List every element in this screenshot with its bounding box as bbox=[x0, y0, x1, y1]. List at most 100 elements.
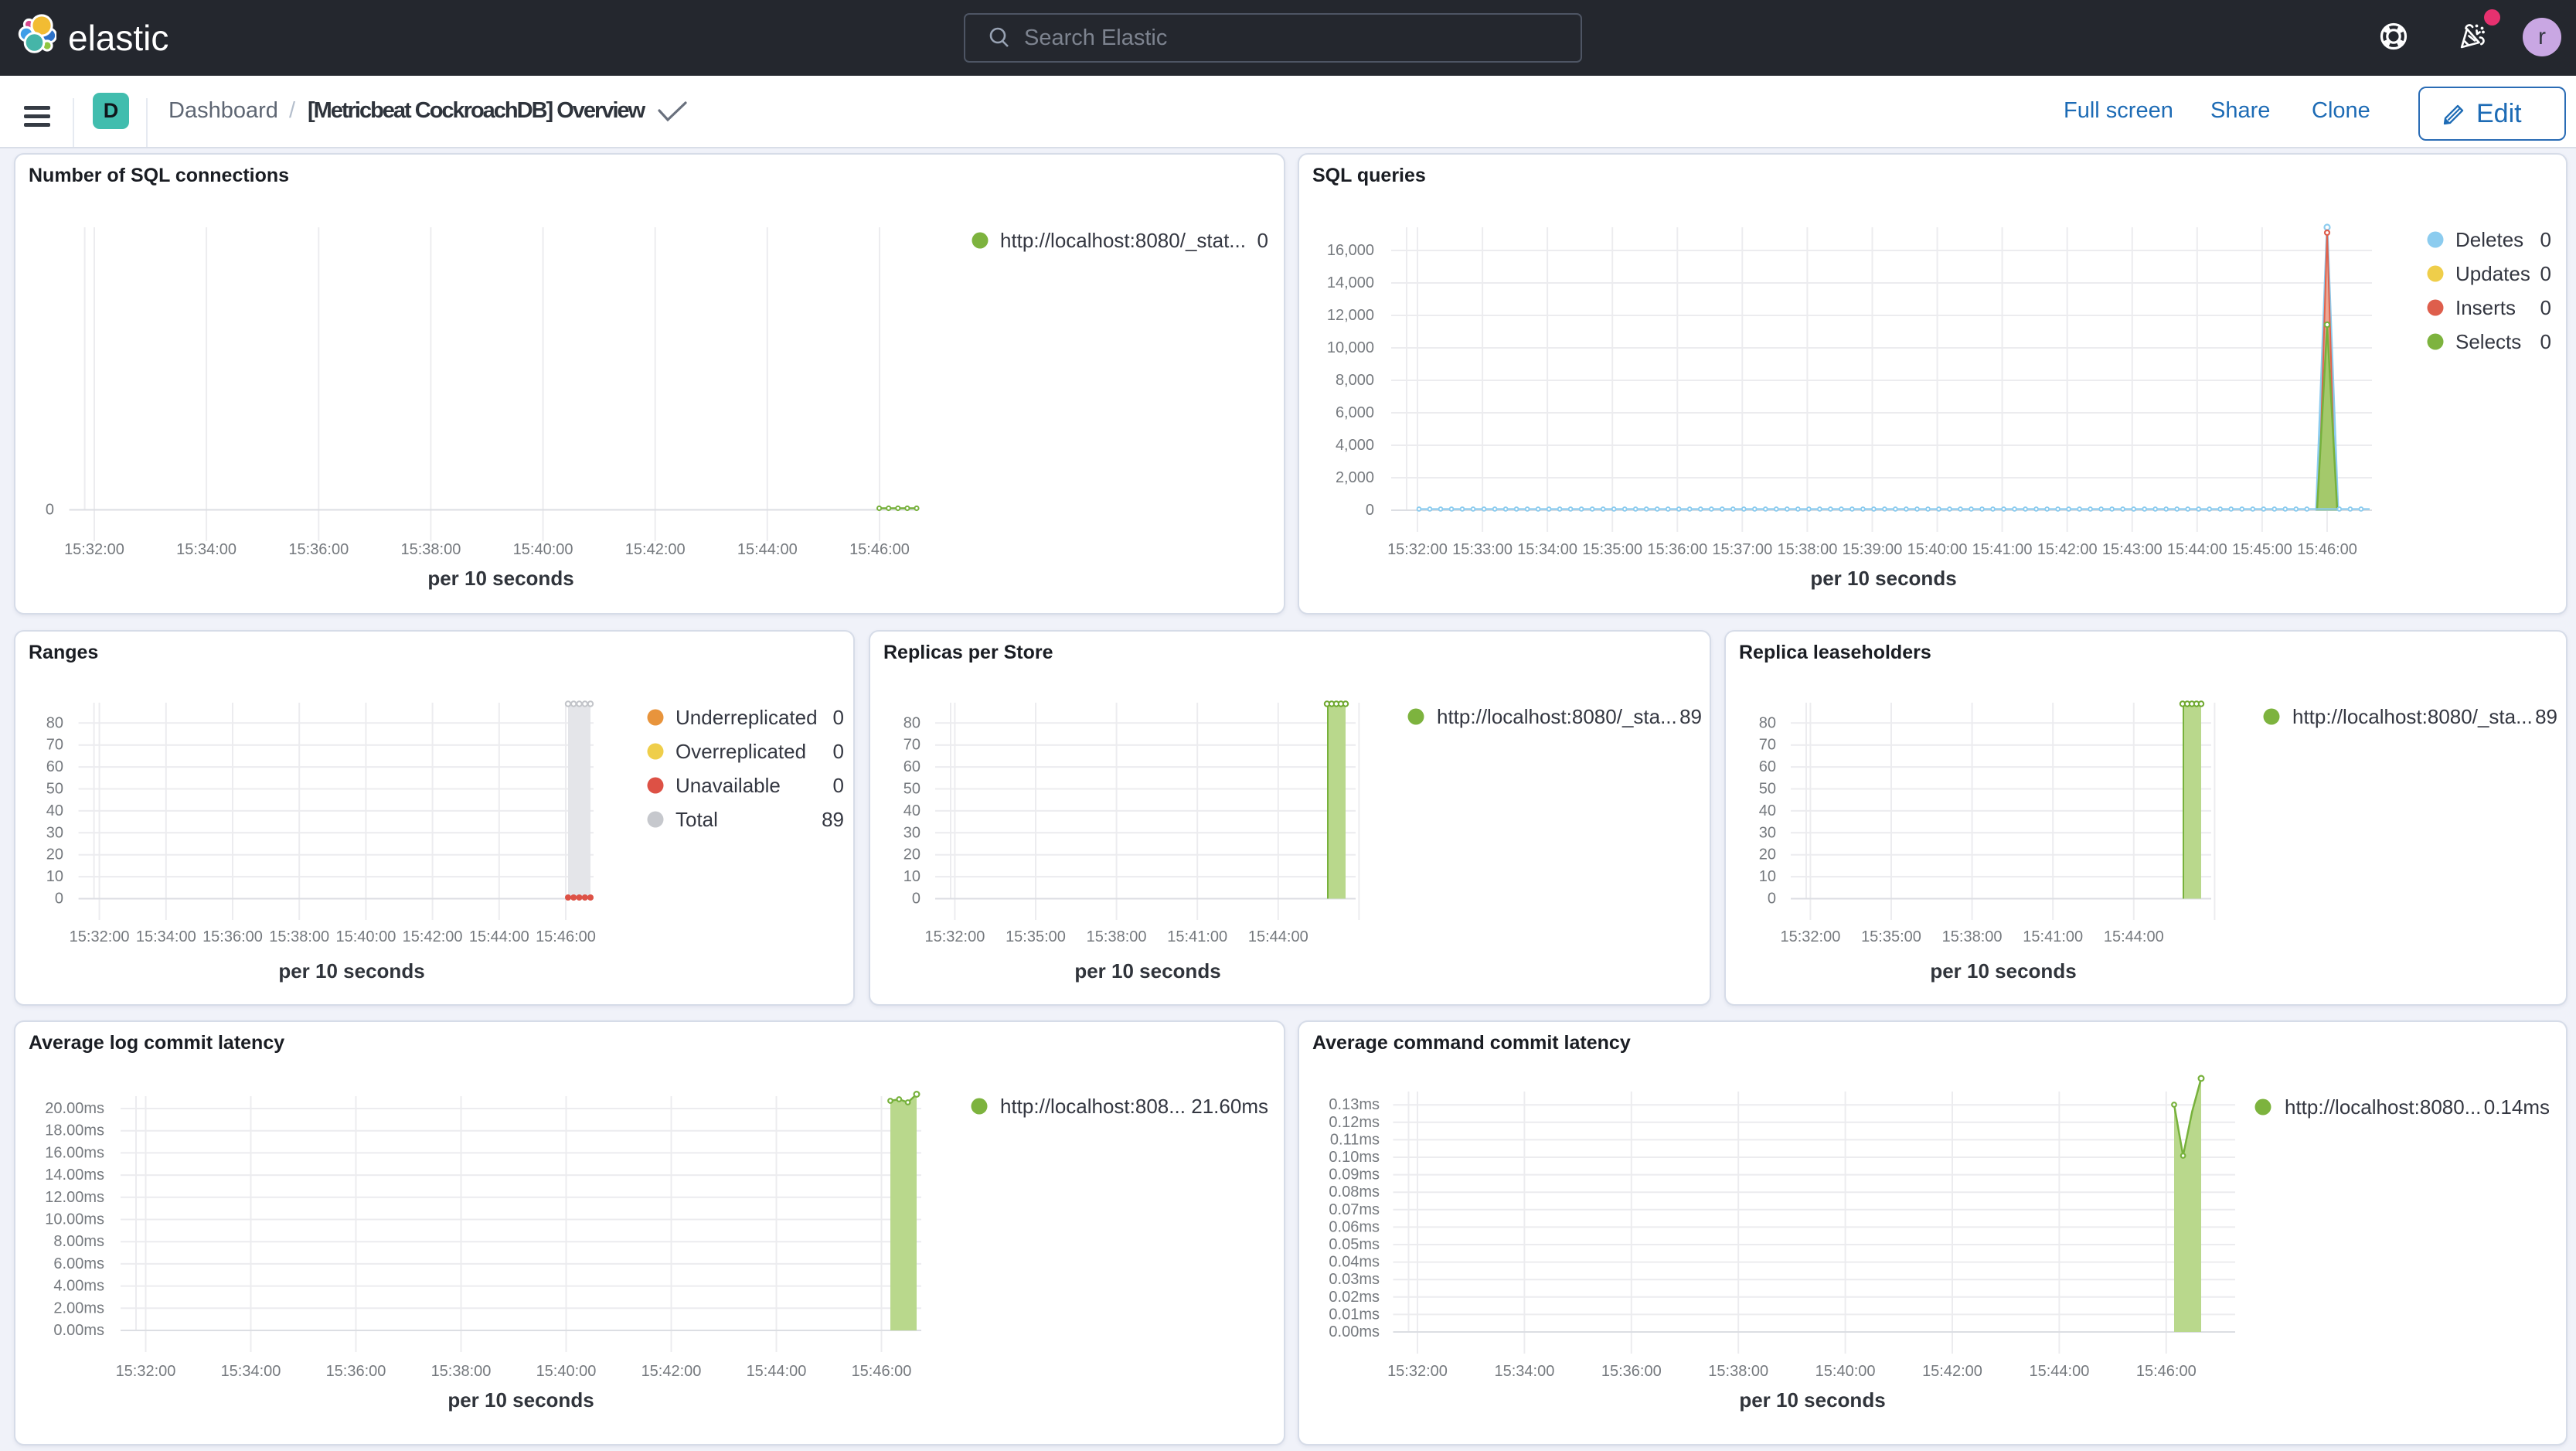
svg-text:0.11ms: 0.11ms bbox=[1330, 1131, 1380, 1148]
svg-text:0.09ms: 0.09ms bbox=[1329, 1167, 1380, 1184]
svg-text:16,000: 16,000 bbox=[1327, 242, 1374, 259]
svg-text:60: 60 bbox=[903, 758, 920, 775]
svg-text:0: 0 bbox=[46, 502, 54, 519]
svg-text:15:40:00: 15:40:00 bbox=[335, 928, 396, 945]
svg-text:8.00ms: 8.00ms bbox=[53, 1233, 104, 1250]
svg-text:15:46:00: 15:46:00 bbox=[849, 541, 910, 558]
svg-text:0: 0 bbox=[2540, 262, 2551, 285]
svg-text:http://localhost:8080...: http://localhost:8080... bbox=[2285, 1095, 2481, 1119]
svg-text:15:38:00: 15:38:00 bbox=[269, 928, 329, 945]
svg-text:10: 10 bbox=[1759, 868, 1776, 885]
svg-text:http://localhost:8080/_sta...: http://localhost:8080/_sta... bbox=[2292, 705, 2533, 728]
svg-text:0.10ms: 0.10ms bbox=[1329, 1149, 1380, 1166]
svg-text:15:43:00: 15:43:00 bbox=[2102, 541, 2163, 558]
svg-text:60: 60 bbox=[46, 758, 63, 775]
svg-text:20.00ms: 20.00ms bbox=[45, 1100, 104, 1117]
svg-text:15:35:00: 15:35:00 bbox=[1006, 928, 1066, 945]
svg-text:15:36:00: 15:36:00 bbox=[1601, 1363, 1662, 1380]
svg-text:15:32:00: 15:32:00 bbox=[1387, 1363, 1448, 1380]
svg-text:15:44:00: 15:44:00 bbox=[747, 1363, 807, 1380]
svg-text:0: 0 bbox=[1366, 502, 1374, 519]
svg-text:70: 70 bbox=[46, 737, 63, 754]
svg-text:0: 0 bbox=[2540, 330, 2551, 353]
svg-text:15:38:00: 15:38:00 bbox=[431, 1363, 492, 1380]
svg-text:89: 89 bbox=[1679, 705, 1702, 728]
svg-text:15:40:00: 15:40:00 bbox=[1815, 1363, 1876, 1380]
svg-text:15:32:00: 15:32:00 bbox=[64, 541, 124, 558]
svg-text:10: 10 bbox=[903, 868, 920, 885]
svg-text:15:37:00: 15:37:00 bbox=[1712, 541, 1772, 558]
svg-text:70: 70 bbox=[1759, 737, 1776, 754]
svg-text:2,000: 2,000 bbox=[1336, 469, 1374, 486]
svg-text:14,000: 14,000 bbox=[1327, 274, 1374, 291]
svg-text:15:32:00: 15:32:00 bbox=[70, 928, 130, 945]
svg-text:8,000: 8,000 bbox=[1336, 372, 1374, 389]
svg-text:2.00ms: 2.00ms bbox=[53, 1299, 104, 1316]
svg-text:0: 0 bbox=[833, 706, 844, 729]
svg-text:6.00ms: 6.00ms bbox=[53, 1255, 104, 1272]
svg-text:0.00ms: 0.00ms bbox=[53, 1322, 104, 1339]
svg-text:0: 0 bbox=[2540, 228, 2551, 251]
svg-text:89: 89 bbox=[2535, 705, 2557, 728]
svg-text:80: 80 bbox=[1759, 714, 1776, 731]
svg-text:6,000: 6,000 bbox=[1336, 404, 1374, 421]
svg-text:15:38:00: 15:38:00 bbox=[1087, 928, 1147, 945]
svg-text:14.00ms: 14.00ms bbox=[45, 1167, 104, 1184]
svg-text:per 10 seconds: per 10 seconds bbox=[1739, 1388, 1885, 1412]
svg-text:16.00ms: 16.00ms bbox=[45, 1144, 104, 1161]
svg-text:per 10 seconds: per 10 seconds bbox=[1930, 959, 2076, 983]
svg-text:15:40:00: 15:40:00 bbox=[1907, 541, 1968, 558]
svg-text:Underreplicated: Underreplicated bbox=[675, 706, 818, 729]
svg-text:15:44:00: 15:44:00 bbox=[2167, 541, 2227, 558]
svg-text:15:36:00: 15:36:00 bbox=[202, 928, 263, 945]
svg-text:per 10 seconds: per 10 seconds bbox=[447, 1388, 594, 1412]
svg-text:0.14ms: 0.14ms bbox=[2484, 1095, 2550, 1119]
svg-text:15:32:00: 15:32:00 bbox=[116, 1363, 176, 1380]
svg-text:15:41:00: 15:41:00 bbox=[1167, 928, 1227, 945]
svg-text:0.01ms: 0.01ms bbox=[1329, 1306, 1380, 1323]
svg-text:0: 0 bbox=[1257, 229, 1268, 252]
svg-text:10: 10 bbox=[46, 868, 63, 885]
svg-text:http://localhost:8080/_sta...: http://localhost:8080/_sta... bbox=[1437, 705, 1677, 728]
svg-text:15:32:00: 15:32:00 bbox=[924, 928, 985, 945]
svg-text:Unavailable: Unavailable bbox=[675, 774, 781, 797]
svg-text:15:40:00: 15:40:00 bbox=[536, 1363, 597, 1380]
svg-text:15:41:00: 15:41:00 bbox=[1972, 541, 2033, 558]
svg-text:0.13ms: 0.13ms bbox=[1329, 1096, 1380, 1113]
svg-text:40: 40 bbox=[46, 802, 63, 819]
svg-text:15:32:00: 15:32:00 bbox=[1780, 928, 1840, 945]
svg-text:15:44:00: 15:44:00 bbox=[2104, 928, 2164, 945]
svg-text:60: 60 bbox=[1759, 758, 1776, 775]
svg-text:0.02ms: 0.02ms bbox=[1329, 1289, 1380, 1306]
svg-text:0: 0 bbox=[2540, 296, 2551, 319]
svg-text:per 10 seconds: per 10 seconds bbox=[1074, 959, 1220, 983]
svg-text:40: 40 bbox=[1759, 802, 1776, 819]
svg-text:15:34:00: 15:34:00 bbox=[1494, 1363, 1554, 1380]
svg-text:15:39:00: 15:39:00 bbox=[1843, 541, 1903, 558]
svg-text:0.03ms: 0.03ms bbox=[1329, 1271, 1380, 1288]
svg-text:20: 20 bbox=[903, 846, 920, 863]
svg-text:Deletes: Deletes bbox=[2455, 228, 2523, 251]
svg-text:30: 30 bbox=[1759, 824, 1776, 841]
svg-text:15:46:00: 15:46:00 bbox=[2136, 1363, 2197, 1380]
svg-text:15:40:00: 15:40:00 bbox=[513, 541, 573, 558]
svg-text:0: 0 bbox=[1768, 891, 1776, 908]
svg-text:per 10 seconds: per 10 seconds bbox=[278, 959, 424, 983]
svg-text:80: 80 bbox=[46, 714, 63, 731]
svg-text:0: 0 bbox=[833, 740, 844, 763]
svg-text:15:44:00: 15:44:00 bbox=[469, 928, 529, 945]
svg-text:http://localhost:808...: http://localhost:808... bbox=[1000, 1095, 1186, 1118]
svg-text:0: 0 bbox=[833, 774, 844, 797]
svg-text:50: 50 bbox=[46, 781, 63, 798]
svg-text:50: 50 bbox=[903, 781, 920, 798]
svg-text:15:38:00: 15:38:00 bbox=[1777, 541, 1837, 558]
svg-text:15:34:00: 15:34:00 bbox=[1517, 541, 1577, 558]
svg-text:15:44:00: 15:44:00 bbox=[2029, 1363, 2089, 1380]
svg-text:15:34:00: 15:34:00 bbox=[221, 1363, 281, 1380]
svg-text:30: 30 bbox=[903, 824, 920, 841]
svg-text:80: 80 bbox=[903, 714, 920, 731]
svg-text:0.07ms: 0.07ms bbox=[1329, 1201, 1380, 1218]
svg-text:per 10 seconds: per 10 seconds bbox=[427, 567, 573, 590]
svg-text:0.08ms: 0.08ms bbox=[1329, 1184, 1380, 1201]
svg-text:15:36:00: 15:36:00 bbox=[288, 541, 349, 558]
